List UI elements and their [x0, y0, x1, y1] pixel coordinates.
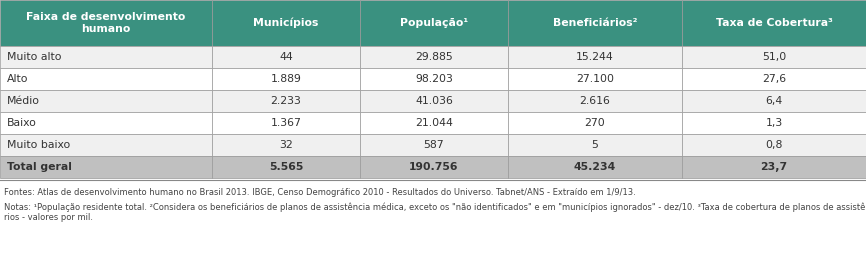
Text: 23,7: 23,7: [760, 162, 787, 172]
Bar: [0, 156, 212, 178]
Bar: [508, 156, 682, 178]
Text: Faixa de desenvolvimento
humano: Faixa de desenvolvimento humano: [26, 12, 185, 34]
Bar: [508, 90, 682, 112]
Bar: [682, 134, 866, 156]
Text: Notas: ¹População residente total. ²Considera os beneficiários de planos de assi: Notas: ¹População residente total. ²Cons…: [4, 202, 866, 222]
Text: 1.367: 1.367: [270, 118, 301, 128]
Text: Beneficiários²: Beneficiários²: [553, 18, 637, 28]
Text: 5: 5: [591, 140, 598, 150]
Text: 27.100: 27.100: [576, 74, 614, 84]
Bar: [0, 112, 212, 134]
Text: 98.203: 98.203: [415, 74, 453, 84]
Text: 190.756: 190.756: [410, 162, 459, 172]
Text: Muito baixo: Muito baixo: [7, 140, 70, 150]
Text: Médio: Médio: [7, 96, 40, 106]
Bar: [360, 156, 508, 178]
Bar: [508, 68, 682, 90]
Text: 41.036: 41.036: [415, 96, 453, 106]
Bar: [360, 46, 508, 68]
Text: 21.044: 21.044: [415, 118, 453, 128]
Text: 27,6: 27,6: [762, 74, 786, 84]
Bar: [212, 156, 360, 178]
Bar: [0, 90, 212, 112]
Text: 51,0: 51,0: [762, 52, 786, 62]
Bar: [508, 134, 682, 156]
Text: Baixo: Baixo: [7, 118, 37, 128]
Bar: [212, 112, 360, 134]
Bar: [682, 90, 866, 112]
Bar: [212, 90, 360, 112]
Text: 1,3: 1,3: [766, 118, 783, 128]
Bar: [0, 68, 212, 90]
Bar: [508, 112, 682, 134]
Bar: [682, 46, 866, 68]
Text: 587: 587: [423, 140, 444, 150]
Text: Muito alto: Muito alto: [7, 52, 61, 62]
Bar: [212, 0, 360, 46]
Bar: [360, 0, 508, 46]
Text: Total geral: Total geral: [7, 162, 72, 172]
Text: 270: 270: [585, 118, 605, 128]
Text: Alto: Alto: [7, 74, 29, 84]
Text: 1.889: 1.889: [270, 74, 301, 84]
Text: 29.885: 29.885: [415, 52, 453, 62]
Text: 44: 44: [279, 52, 293, 62]
Bar: [682, 0, 866, 46]
Text: Taxa de Cobertura³: Taxa de Cobertura³: [715, 18, 832, 28]
Text: 6,4: 6,4: [766, 96, 783, 106]
Text: 15.244: 15.244: [576, 52, 614, 62]
Text: Fontes: Atlas de desenvolvimento humano no Brasil 2013. IBGE, Censo Demográfico : Fontes: Atlas de desenvolvimento humano …: [4, 188, 636, 197]
Bar: [360, 134, 508, 156]
Bar: [0, 134, 212, 156]
Bar: [212, 68, 360, 90]
Bar: [682, 112, 866, 134]
Text: 5.565: 5.565: [268, 162, 303, 172]
Bar: [0, 0, 212, 46]
Text: 0,8: 0,8: [766, 140, 783, 150]
Bar: [508, 0, 682, 46]
Bar: [212, 134, 360, 156]
Text: 32: 32: [279, 140, 293, 150]
Text: 45.234: 45.234: [574, 162, 616, 172]
Bar: [508, 46, 682, 68]
Text: População¹: População¹: [400, 18, 469, 28]
Text: Municípios: Municípios: [254, 18, 319, 28]
Text: 2.233: 2.233: [270, 96, 301, 106]
Bar: [682, 156, 866, 178]
Bar: [360, 68, 508, 90]
Bar: [0, 46, 212, 68]
Bar: [212, 46, 360, 68]
Text: 2.616: 2.616: [579, 96, 611, 106]
Bar: [360, 112, 508, 134]
Bar: [682, 68, 866, 90]
Bar: [360, 90, 508, 112]
